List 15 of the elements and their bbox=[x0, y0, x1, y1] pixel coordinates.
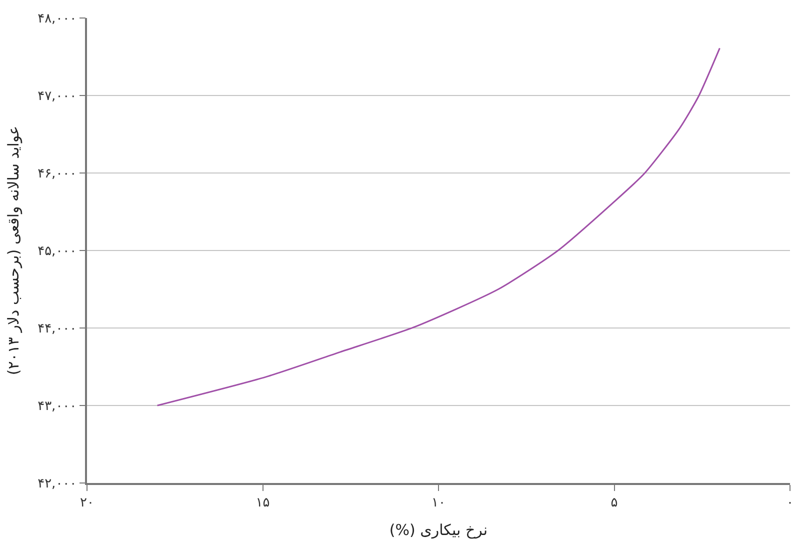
y-axis-title: عواید سالانه واقعی (برحسب دلار ۲۰۱۳) bbox=[4, 126, 22, 376]
y-tick-label: ۴۵,۰۰۰ bbox=[38, 244, 77, 260]
y-tick-label: ۴۲,۰۰۰ bbox=[38, 476, 77, 492]
y-tick-label: ۴۷,۰۰۰ bbox=[38, 89, 77, 104]
x-tick-label: ۵ bbox=[610, 495, 618, 510]
y-tick-label: ۴۴,۰۰۰ bbox=[38, 322, 77, 337]
x-tick-label: ۱۰ bbox=[432, 495, 446, 510]
x-tick-label: ۰ bbox=[786, 495, 794, 510]
line-series bbox=[156, 47, 720, 406]
y-tick-label: ۴۸,۰۰۰ bbox=[38, 12, 77, 27]
y-tick-label: ۴۶,۰۰۰ bbox=[38, 166, 77, 182]
x-tick-label: ۲۰ bbox=[80, 495, 94, 510]
x-tick-label: ۱۵ bbox=[256, 495, 270, 510]
y-tick-label: ۴۳,۰۰۰ bbox=[38, 399, 77, 414]
x-axis-title: نرخ بیکاری (%) bbox=[389, 520, 488, 539]
